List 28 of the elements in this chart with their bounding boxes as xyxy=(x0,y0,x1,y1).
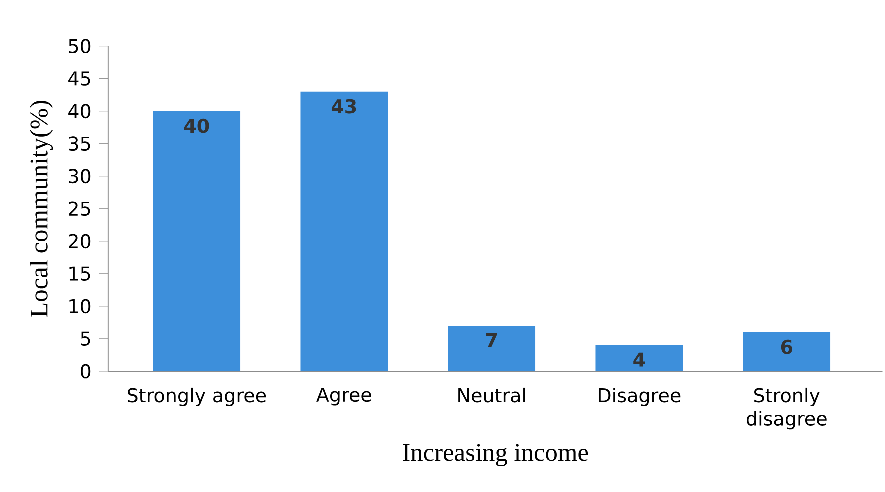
data-label: 4 xyxy=(634,352,646,367)
y-axis-title: Local community(%) xyxy=(30,101,54,318)
y-tick-label: 40 xyxy=(68,104,91,119)
x-tick-label: Agree xyxy=(316,388,372,406)
x-tick-label: Neutral xyxy=(458,388,526,403)
y-tick-label: 5 xyxy=(81,332,90,346)
x-axis-title: Increasing income xyxy=(403,444,588,467)
y-tick-label: 45 xyxy=(68,72,90,86)
data-label: 6 xyxy=(781,340,792,354)
y-tick-label: 30 xyxy=(69,169,91,184)
bar xyxy=(300,92,388,372)
data-label: 40 xyxy=(184,118,210,134)
data-label: 7 xyxy=(486,333,497,348)
y-tick-label: 25 xyxy=(69,202,90,216)
x-tick-label: Disagree xyxy=(598,388,681,406)
y-tick-label: 15 xyxy=(70,266,90,282)
y-tick-label: 0 xyxy=(81,364,91,379)
x-tick-label: Stronly disagree xyxy=(746,388,827,430)
x-tick-label: Strongly agree xyxy=(128,388,266,406)
data-label: 43 xyxy=(332,99,356,114)
bar xyxy=(743,332,831,372)
y-tick-label: 35 xyxy=(69,136,90,152)
y-tick-label: 20 xyxy=(69,234,91,249)
bar xyxy=(448,326,536,372)
y-tick-label: 50 xyxy=(69,39,91,54)
bar xyxy=(596,346,684,372)
bar xyxy=(153,111,241,372)
y-tick-label: 10 xyxy=(70,299,91,314)
